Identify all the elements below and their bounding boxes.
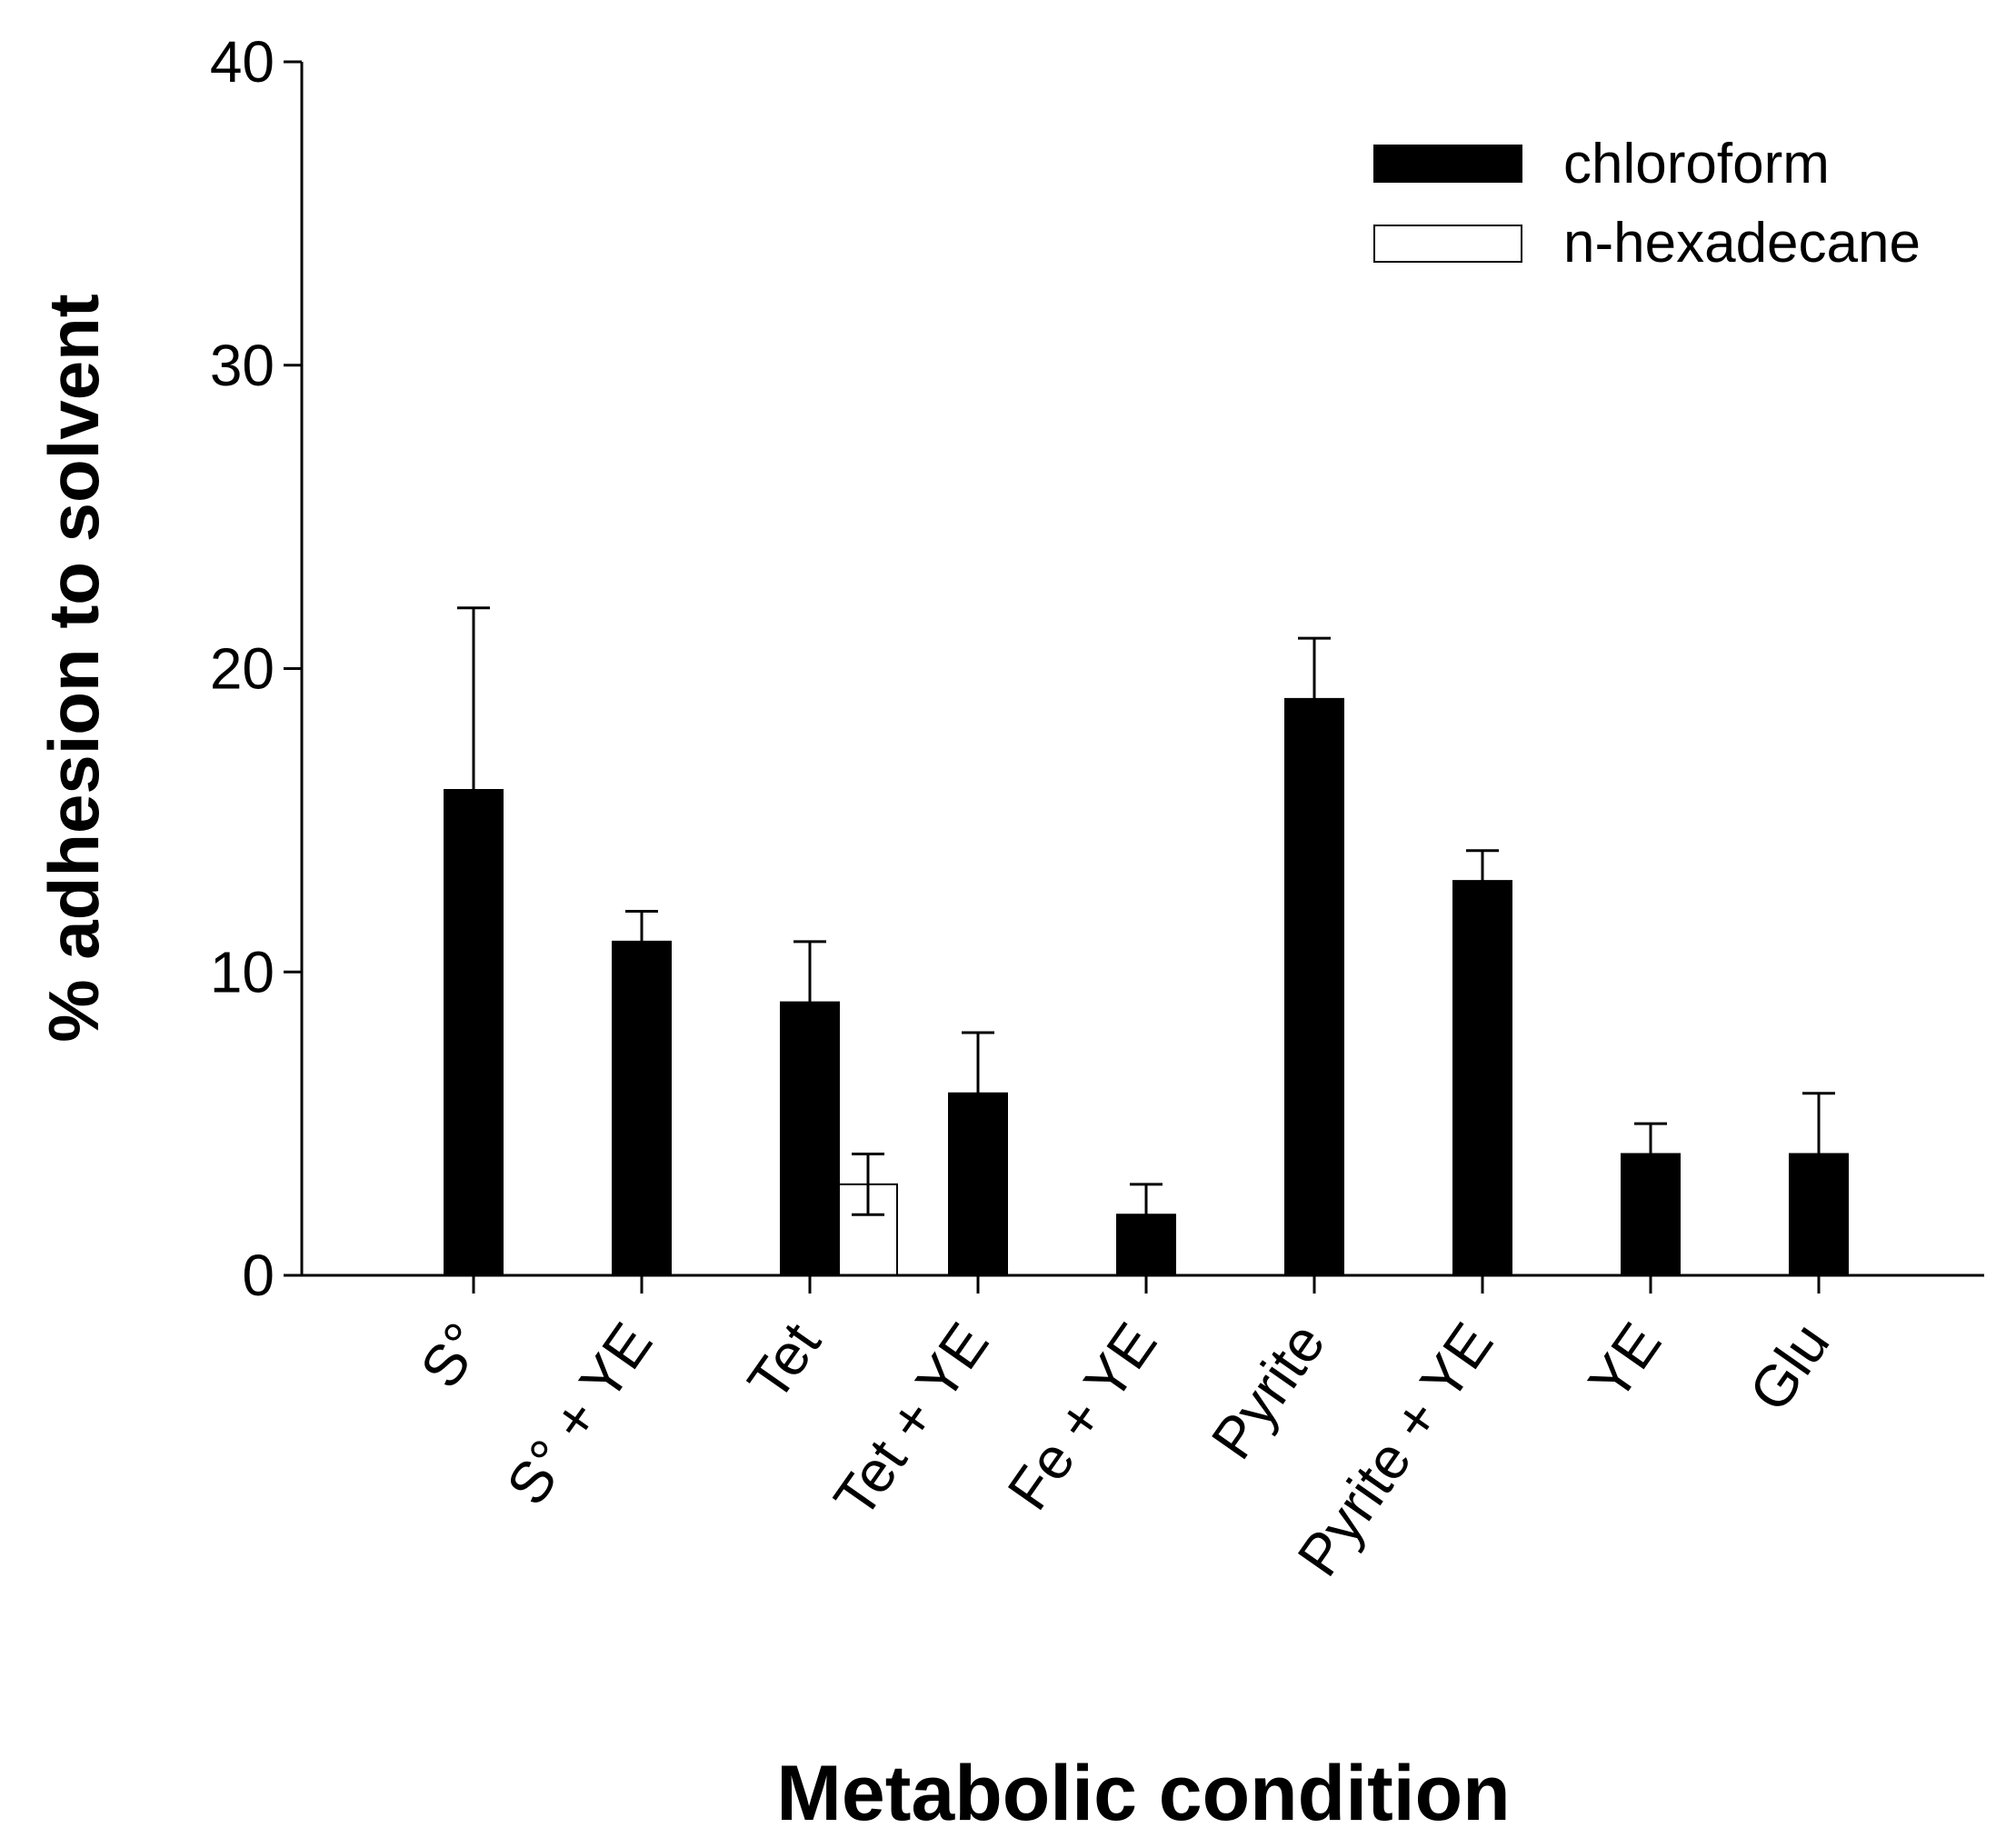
y-tick-label: 10 — [210, 939, 274, 1004]
x-tick-label: S° — [407, 1311, 496, 1399]
x-tick-label: Pyrite — [1199, 1311, 1338, 1470]
y-tick-label: 0 — [242, 1243, 274, 1308]
y-ticks: 0 10 20 30 40 — [210, 29, 302, 1308]
legend-swatch-n-hexadecane — [1373, 225, 1522, 263]
x-axis-label: Metabolic condition — [776, 1750, 1510, 1837]
bar-chloroform — [1621, 1153, 1681, 1276]
y-axis-label: % adhesion to solvent — [34, 294, 114, 1042]
bar-chloroform — [1452, 880, 1512, 1276]
x-tick-label: Glu — [1736, 1311, 1841, 1423]
y-tick-label: 20 — [210, 636, 274, 702]
bar-chloroform — [444, 789, 504, 1276]
bars-layer — [444, 606, 1849, 1276]
x-tick-label: S° + YE — [494, 1311, 664, 1516]
bar-chloroform — [948, 1092, 1008, 1276]
x-tick-label: Tet + YE — [821, 1311, 1001, 1529]
y-tick-label: 40 — [210, 29, 274, 95]
bar-chloroform — [612, 940, 672, 1276]
x-tick-label: Fe + YE — [995, 1311, 1170, 1521]
legend-swatch-chloroform — [1373, 145, 1522, 183]
x-tick-label: YE — [1576, 1311, 1674, 1412]
bar-chloroform — [1116, 1214, 1176, 1276]
y-tick-label: 30 — [210, 333, 274, 398]
legend-label-chloroform: chloroform — [1563, 133, 1830, 195]
legend-label-n-hexadecane: n-hexadecane — [1563, 212, 1921, 275]
bar-chloroform — [1789, 1153, 1849, 1276]
x-tick-label: Tet — [735, 1311, 833, 1412]
bar-chloroform — [780, 1001, 840, 1276]
legend: chloroform n-hexadecane — [1373, 133, 1921, 275]
bar-chloroform — [1284, 697, 1344, 1276]
